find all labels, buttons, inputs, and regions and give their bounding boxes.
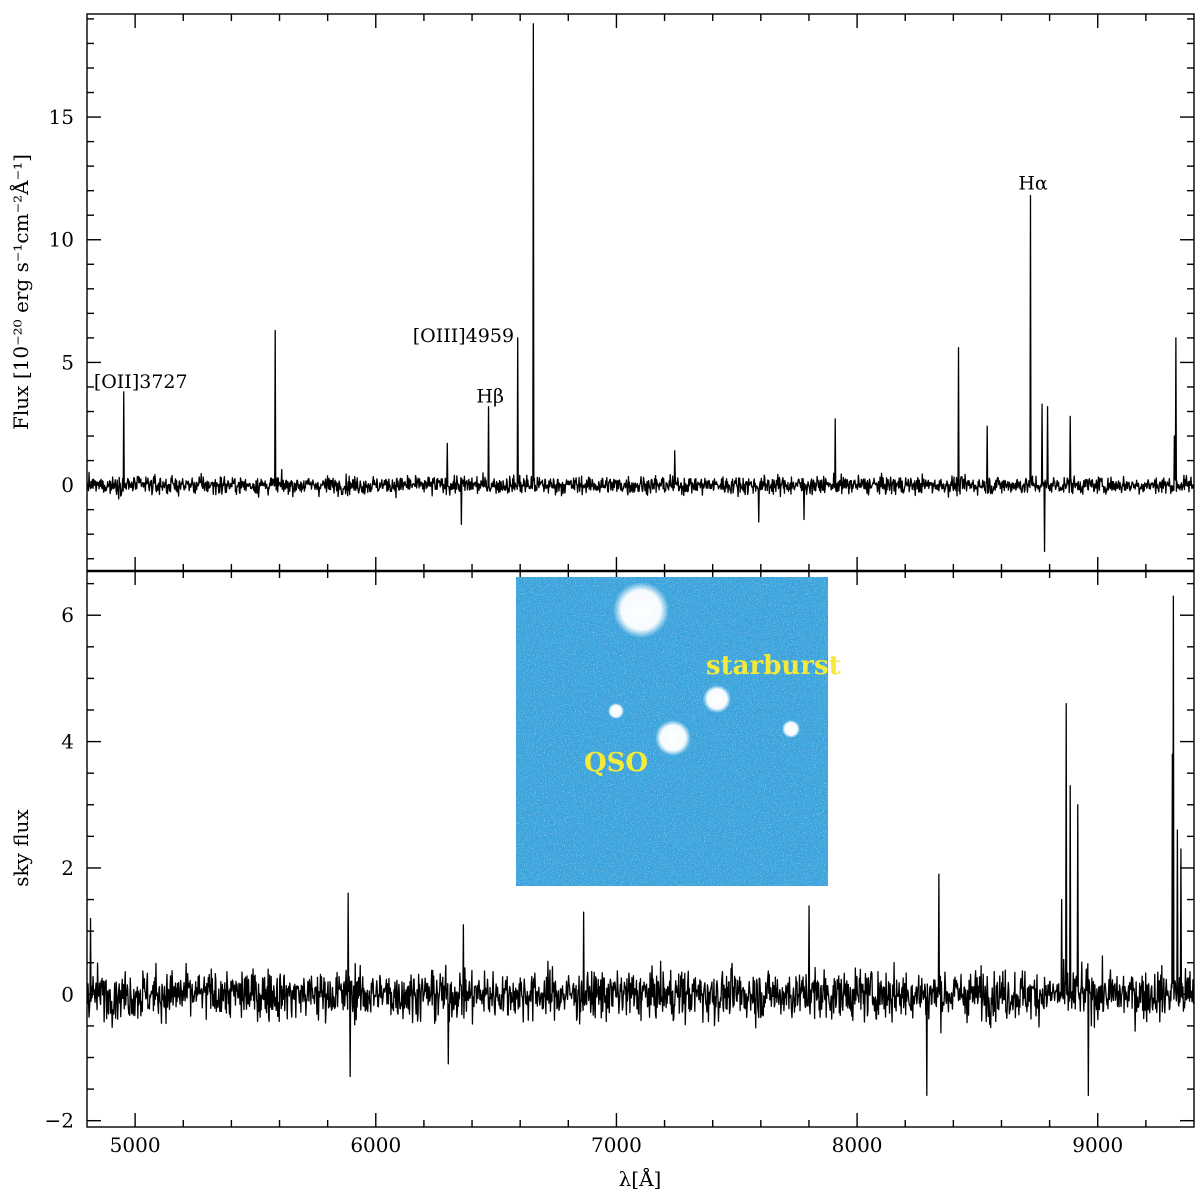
x-tick-label: 7000 [591, 1133, 642, 1157]
bright-star [613, 582, 669, 638]
top-y-axis-title: Flux [10⁻²⁰ erg s⁻¹cm⁻²Å⁻¹] [8, 154, 33, 430]
faint-source-left [608, 703, 624, 719]
x-tick-label: 8000 [832, 1133, 883, 1157]
y-tick-label: 5 [61, 350, 74, 374]
starburst-source [703, 685, 731, 713]
top-spectrum-series [86, 23, 1195, 553]
bottom-y-axis-title: sky flux [9, 809, 33, 887]
qso-label: QSO [584, 748, 648, 778]
x-tick-labels: 5000 6000 7000 8000 9000 [110, 1133, 1124, 1157]
axes-frame [86, 13, 1195, 1128]
top-tick-labels: 0 5 10 15 [49, 105, 74, 497]
top-ticks [87, 14, 1194, 571]
y-tick-label: 0 [61, 473, 74, 497]
inset-sky-image: starburst QSO [516, 577, 841, 886]
emission-line-label: Hβ [476, 386, 504, 408]
y-tick-label: 6 [61, 603, 74, 627]
x-axis: 5000 6000 7000 8000 9000 λ[Å] [110, 1133, 1124, 1191]
faint-source-right [782, 720, 800, 738]
emission-line-label: Hα [1018, 173, 1048, 195]
bottom-tick-labels: −2 0 2 4 6 [45, 603, 74, 1132]
bottom-panel: −2 0 2 4 6 sky flux [9, 571, 1195, 1133]
qso-source [655, 720, 691, 756]
bottom-spectrum-series [86, 595, 1195, 1097]
x-tick-label: 9000 [1072, 1133, 1123, 1157]
y-tick-label: 0 [61, 982, 74, 1006]
y-tick-label: 4 [61, 730, 74, 754]
bottom-ticks [87, 571, 1194, 1127]
y-tick-label: 2 [61, 856, 74, 880]
starburst-label: starburst [706, 651, 841, 681]
y-tick-label: 10 [49, 228, 74, 252]
x-tick-label: 6000 [350, 1133, 401, 1157]
y-tick-label: −2 [45, 1109, 74, 1133]
emission-line-label: [OIII]4959 [413, 325, 514, 347]
emission-line-label: [OII]3727 [94, 371, 188, 393]
y-tick-label: 15 [49, 105, 74, 129]
x-tick-label: 5000 [110, 1133, 161, 1157]
x-axis-title: λ[Å] [619, 1166, 662, 1191]
